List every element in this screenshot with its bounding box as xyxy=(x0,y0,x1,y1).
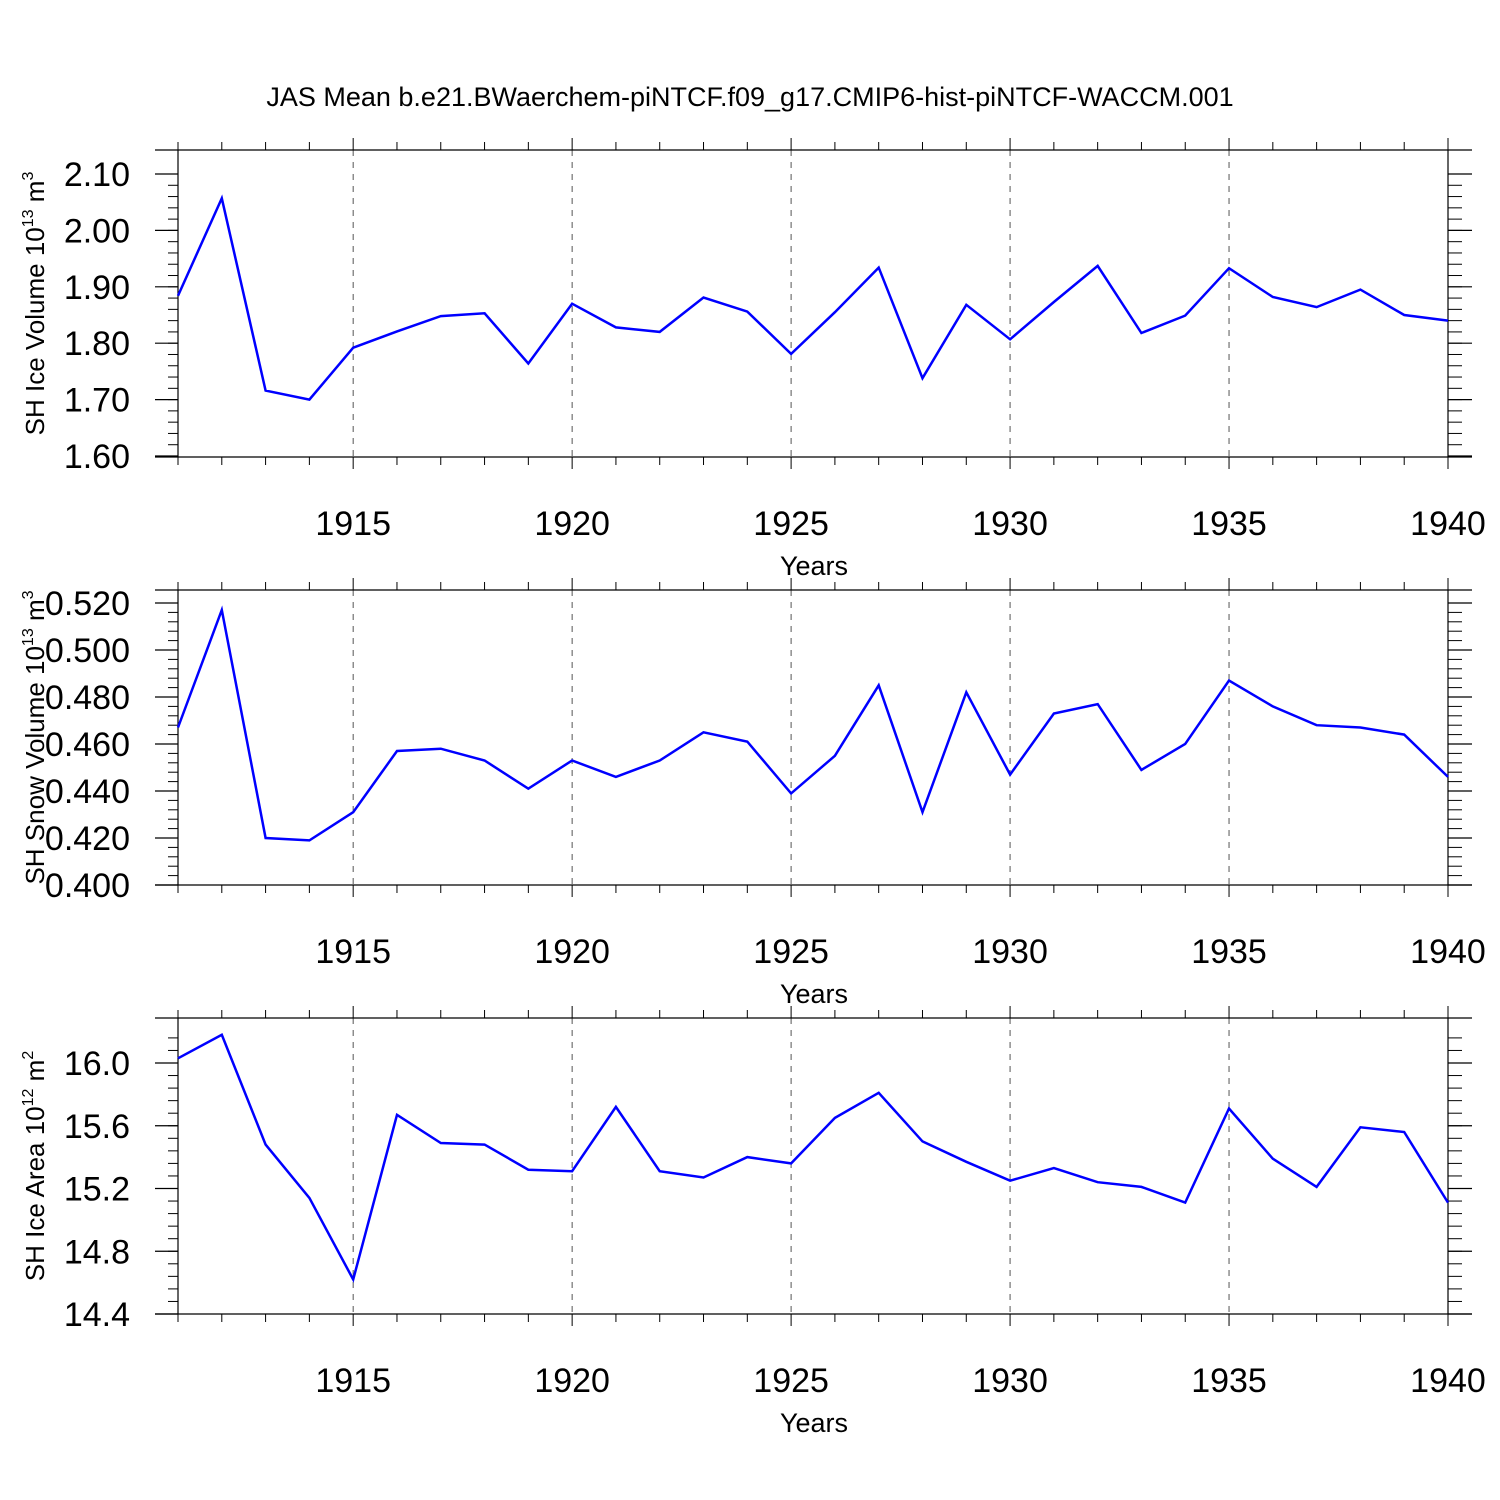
y-axis-label: SH Ice Area 1012 m2 xyxy=(20,1051,50,1282)
x-tick-label: 1920 xyxy=(534,933,610,971)
x-tick-label: 1915 xyxy=(315,505,391,543)
panel-3: 14.4 14.8 15.2 15.6 16.0 1915 1920 1925 1930 1935… xyxy=(20,1006,1486,1438)
y-axis-label: SH Snow Volume 1013 m3 xyxy=(20,590,50,884)
y-tick-label: 0.440 xyxy=(45,773,130,811)
y-tick-label: 15.6 xyxy=(64,1108,130,1146)
y-tick-label: 14.4 xyxy=(64,1296,130,1334)
figure-title: JAS Mean b.e21.BWaerchem-piNTCF.f09_g17.… xyxy=(266,82,1234,112)
x-tick-label: 1925 xyxy=(753,1362,829,1400)
x-axis-label: Years xyxy=(780,979,848,1009)
y-tick-label: 1.60 xyxy=(64,438,130,476)
x-tick-label: 1940 xyxy=(1410,505,1486,543)
x-tick-label: 1915 xyxy=(315,1362,391,1400)
series-line xyxy=(176,605,1449,842)
panel-2: 0.400 0.420 0.440 0.460 0.480 0.500 0.520 1915 1… xyxy=(20,578,1486,1009)
y-tick-label: 2.10 xyxy=(64,156,130,194)
x-tick-label: 1930 xyxy=(972,1362,1048,1400)
x-tick-label: 1925 xyxy=(753,933,829,971)
panel-1: 1.60 1.70 1.80 1.90 2.00 2.10 1915 1920 1925 1930… xyxy=(20,138,1486,581)
x-tick-label: 1915 xyxy=(315,933,391,971)
x-axis-label: Years xyxy=(780,551,848,581)
y-tick-label: 0.480 xyxy=(45,679,130,717)
x-tick-label: 1925 xyxy=(753,505,829,543)
x-axis-label: Years xyxy=(780,1408,848,1438)
x-tick-label: 1920 xyxy=(534,1362,610,1400)
x-tick-label: 1920 xyxy=(534,505,610,543)
y-axis-label: SH Ice Volume 1013 m3 xyxy=(20,172,50,436)
y-tick-label: 16.0 xyxy=(64,1045,130,1083)
y-tick-label: 0.500 xyxy=(45,632,130,670)
y-tick-label: 0.420 xyxy=(45,820,130,858)
y-tick-label: 0.400 xyxy=(45,867,130,905)
series-line xyxy=(177,1033,1450,1283)
x-tick-label: 1940 xyxy=(1410,1362,1486,1400)
y-tick-label: 1.80 xyxy=(64,325,130,363)
y-tick-label: 1.70 xyxy=(64,382,130,420)
x-tick-label: 1935 xyxy=(1191,505,1267,543)
x-tick-label: 1940 xyxy=(1410,933,1486,971)
y-tick-label: 15.2 xyxy=(64,1171,130,1209)
x-tick-label: 1935 xyxy=(1191,1362,1267,1400)
y-tick-label: 14.8 xyxy=(64,1233,130,1271)
y-tick-label: 2.00 xyxy=(64,212,130,250)
x-tick-label: 1930 xyxy=(972,933,1048,971)
x-tick-label: 1930 xyxy=(972,505,1048,543)
y-tick-label: 1.90 xyxy=(64,269,130,307)
series-line xyxy=(176,194,1449,401)
x-tick-label: 1935 xyxy=(1191,933,1267,971)
y-tick-label: 0.520 xyxy=(45,585,130,623)
y-tick-label: 0.460 xyxy=(45,726,130,764)
